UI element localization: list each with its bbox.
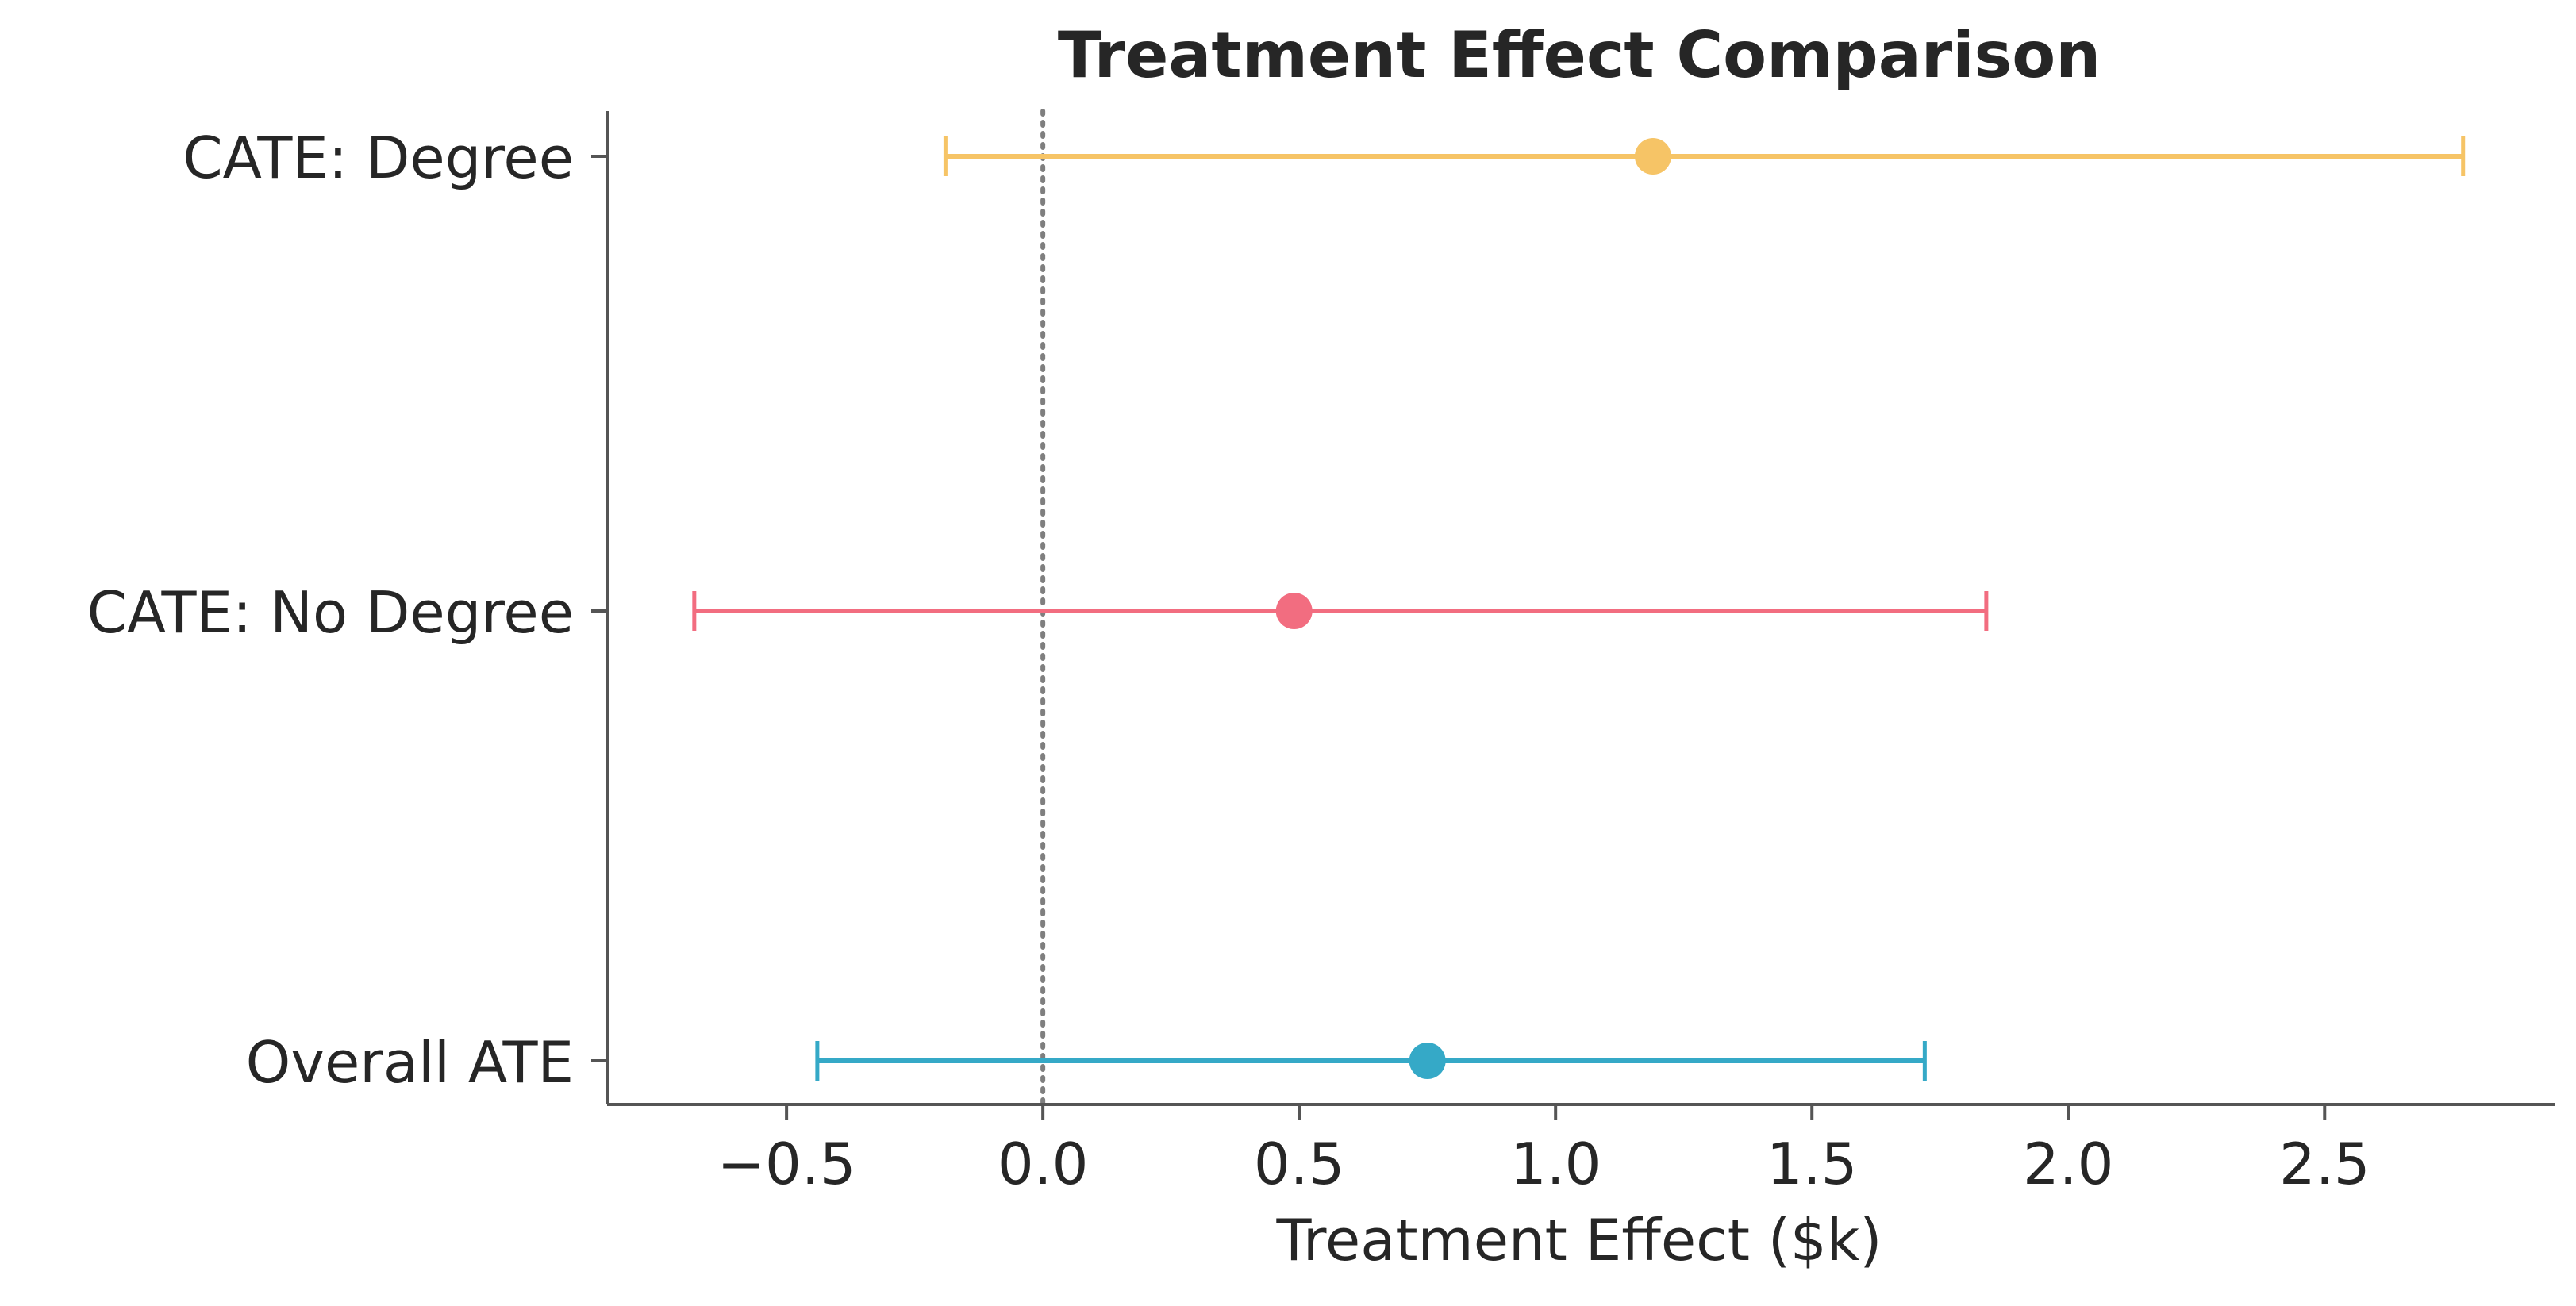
estimate-point [1634,138,1671,175]
x-tick-label: 0.0 [998,1131,1089,1197]
y-tick-label: CATE: Degree [183,125,574,191]
x-axis-label: Treatment Effect ($k) [1275,1207,1882,1273]
estimate-point [1275,593,1313,629]
x-tick-label: 1.5 [1767,1131,1858,1197]
x-tick-label: 0.5 [1254,1131,1345,1197]
x-tick-label: 2.0 [2023,1131,2114,1197]
y-tick-label: Overall ATE [246,1029,574,1096]
x-tick-label: 2.5 [2279,1131,2370,1197]
x-tick-label: −0.5 [717,1131,856,1197]
chart-title: Treatment Effect Comparison [1058,18,2101,92]
estimate-point [1409,1043,1446,1079]
x-tick-label: 1.0 [1510,1131,1601,1197]
plot-area: CATE: Degree CATE: No Degree Overall ATE −0… [87,109,2555,1197]
y-tick-label: CATE: No Degree [87,579,574,646]
